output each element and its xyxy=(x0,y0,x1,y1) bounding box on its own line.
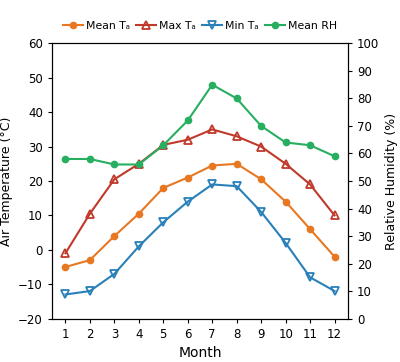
Mean Tₐ xyxy=(63,265,68,269)
Mean Tₐ xyxy=(136,211,141,216)
Mean Tₐ xyxy=(332,254,337,259)
Max Tₐ xyxy=(185,138,190,142)
Mean Tₐ xyxy=(210,163,215,168)
Mean RH xyxy=(234,96,239,101)
Max Tₐ xyxy=(332,213,337,218)
Max Tₐ xyxy=(112,177,117,181)
Min Tₐ xyxy=(63,292,68,297)
Max Tₐ xyxy=(210,127,215,132)
X-axis label: Month: Month xyxy=(178,346,222,360)
Min Tₐ xyxy=(259,210,264,214)
Min Tₐ xyxy=(332,289,337,293)
Mean Tₐ xyxy=(185,176,190,180)
Min Tₐ xyxy=(210,182,215,187)
Min Tₐ xyxy=(161,220,166,224)
Mean Tₐ xyxy=(88,258,92,262)
Mean Tₐ xyxy=(161,186,166,190)
Mean Tₐ xyxy=(283,199,288,204)
Min Tₐ xyxy=(88,289,92,293)
Mean Tₐ xyxy=(308,227,312,231)
Mean RH xyxy=(308,143,312,147)
Legend: Mean Tₐ, Max Tₐ, Min Tₐ, Mean RH: Mean Tₐ, Max Tₐ, Min Tₐ, Mean RH xyxy=(59,17,341,35)
Y-axis label: Air Temperature (°C): Air Temperature (°C) xyxy=(0,116,13,246)
Y-axis label: Relative Humidity (%): Relative Humidity (%) xyxy=(385,113,398,249)
Mean RH xyxy=(185,118,190,123)
Min Tₐ xyxy=(112,272,117,276)
Mean RH xyxy=(259,124,264,128)
Mean Tₐ xyxy=(259,177,264,181)
Mean RH xyxy=(161,143,166,147)
Min Tₐ xyxy=(308,275,312,279)
Max Tₐ xyxy=(88,211,92,216)
Mean RH xyxy=(332,154,337,159)
Mean RH xyxy=(210,83,215,87)
Max Tₐ xyxy=(161,143,166,147)
Mean RH xyxy=(283,140,288,145)
Max Tₐ xyxy=(308,182,312,187)
Mean RH xyxy=(136,162,141,167)
Mean RH xyxy=(88,157,92,161)
Line: Max Tₐ: Max Tₐ xyxy=(61,125,339,257)
Mean Tₐ xyxy=(234,161,239,166)
Max Tₐ xyxy=(136,161,141,166)
Max Tₐ xyxy=(63,251,68,256)
Mean RH xyxy=(112,162,117,167)
Mean Tₐ xyxy=(112,234,117,238)
Min Tₐ xyxy=(185,199,190,204)
Min Tₐ xyxy=(283,241,288,245)
Max Tₐ xyxy=(234,134,239,139)
Max Tₐ xyxy=(283,161,288,166)
Line: Mean Tₐ: Mean Tₐ xyxy=(62,161,338,270)
Mean RH xyxy=(63,157,68,161)
Max Tₐ xyxy=(259,144,264,149)
Min Tₐ xyxy=(136,244,141,249)
Min Tₐ xyxy=(234,184,239,188)
Line: Min Tₐ: Min Tₐ xyxy=(61,180,339,299)
Line: Mean RH: Mean RH xyxy=(62,81,338,168)
